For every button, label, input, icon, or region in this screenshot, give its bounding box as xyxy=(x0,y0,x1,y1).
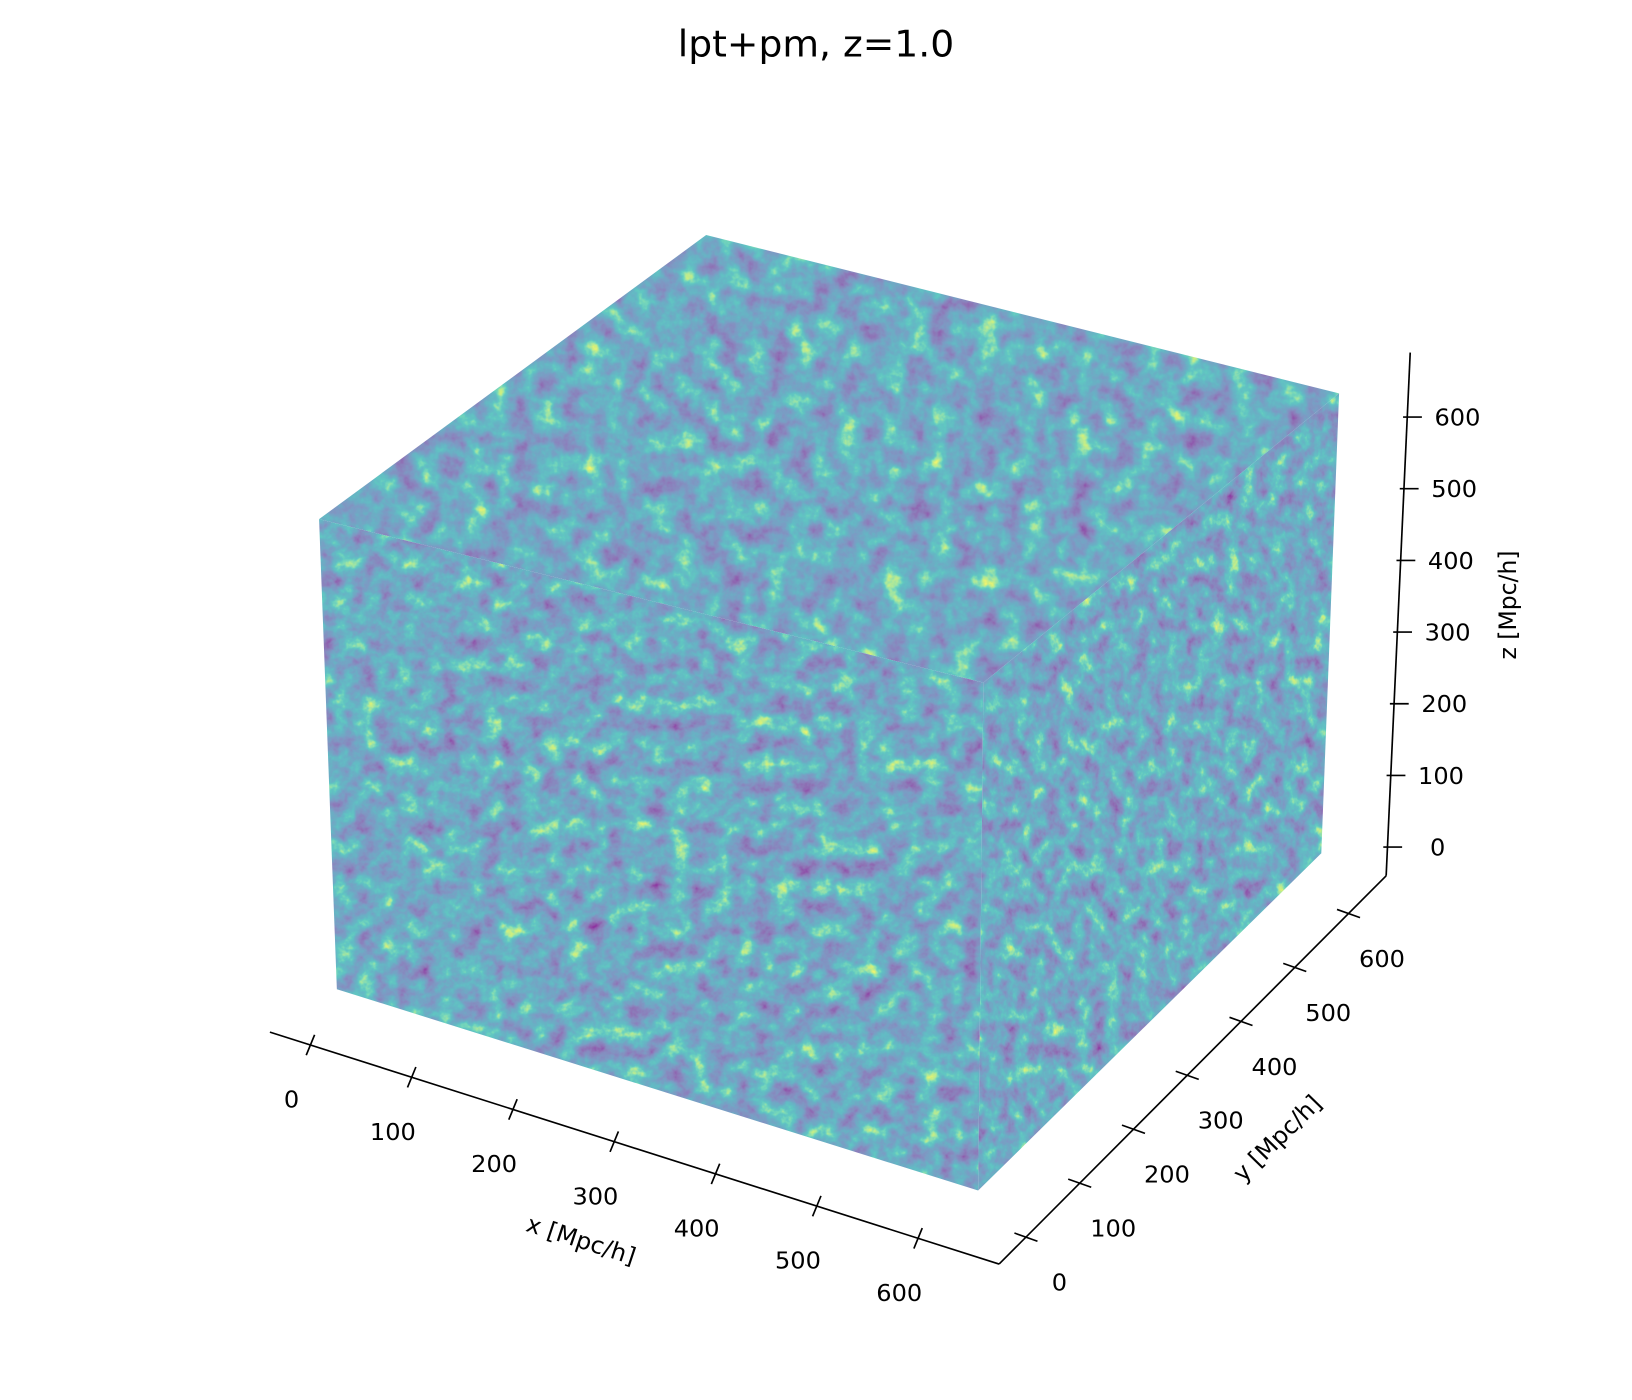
y-tick-mark xyxy=(1229,1016,1253,1027)
y-tick-label: 400 xyxy=(1252,1053,1298,1081)
cube-top-face xyxy=(319,235,1340,683)
x-tick-label: 100 xyxy=(370,1118,416,1146)
x-tick-mark xyxy=(609,1131,620,1153)
z-axis-label: z [Mpc/h] xyxy=(1494,550,1522,659)
z-tick-label: 600 xyxy=(1435,404,1481,432)
x-tick-mark xyxy=(406,1066,417,1088)
y-axis-label: y [Mpc/h] xyxy=(1227,1089,1327,1187)
y-tick-label: 200 xyxy=(1144,1161,1190,1189)
y-tick-label: 500 xyxy=(1305,999,1351,1027)
x-axis-line xyxy=(269,1031,1000,1265)
y-tick-mark xyxy=(1121,1124,1146,1135)
x-tick-mark xyxy=(913,1227,924,1249)
x-tick-label: 400 xyxy=(674,1215,720,1243)
x-tick-mark xyxy=(305,1034,316,1056)
x-tick-label: 600 xyxy=(876,1279,922,1307)
x-tick-mark xyxy=(508,1098,518,1120)
cube-side-face xyxy=(978,393,1340,1191)
y-tick-label: 600 xyxy=(1359,945,1405,973)
x-tick-label: 500 xyxy=(775,1247,821,1275)
y-tick-mark xyxy=(1282,962,1307,973)
y-tick-label: 100 xyxy=(1090,1215,1136,1243)
x-axis-label: x [Mpc/h] xyxy=(523,1210,639,1270)
x-tick-mark xyxy=(811,1195,822,1217)
z-axis-line xyxy=(1385,352,1412,876)
y-tick-mark xyxy=(1014,1232,1038,1242)
cube-front-face xyxy=(319,519,984,1191)
x-tick-mark xyxy=(710,1163,721,1185)
x-tick-label: 200 xyxy=(471,1150,517,1178)
y-axis-line xyxy=(998,875,1387,1265)
y-tick-mark xyxy=(1067,1178,1092,1189)
y-tick-mark xyxy=(1336,908,1361,919)
chart-title: lpt+pm, z=1.0 xyxy=(678,22,954,65)
z-tick-label: 100 xyxy=(1418,762,1464,790)
y-tick-label: 300 xyxy=(1198,1107,1244,1135)
y-tick-mark xyxy=(1175,1070,1200,1081)
x-tick-label: 0 xyxy=(284,1086,299,1114)
z-tick-label: 400 xyxy=(1428,547,1474,575)
y-tick-label: 0 xyxy=(1052,1269,1067,1297)
z-tick-label: 0 xyxy=(1430,834,1445,862)
z-tick-label: 500 xyxy=(1431,475,1477,503)
z-tick-label: 200 xyxy=(1421,690,1467,718)
z-tick-label: 300 xyxy=(1425,619,1471,647)
x-tick-label: 300 xyxy=(572,1183,618,1211)
